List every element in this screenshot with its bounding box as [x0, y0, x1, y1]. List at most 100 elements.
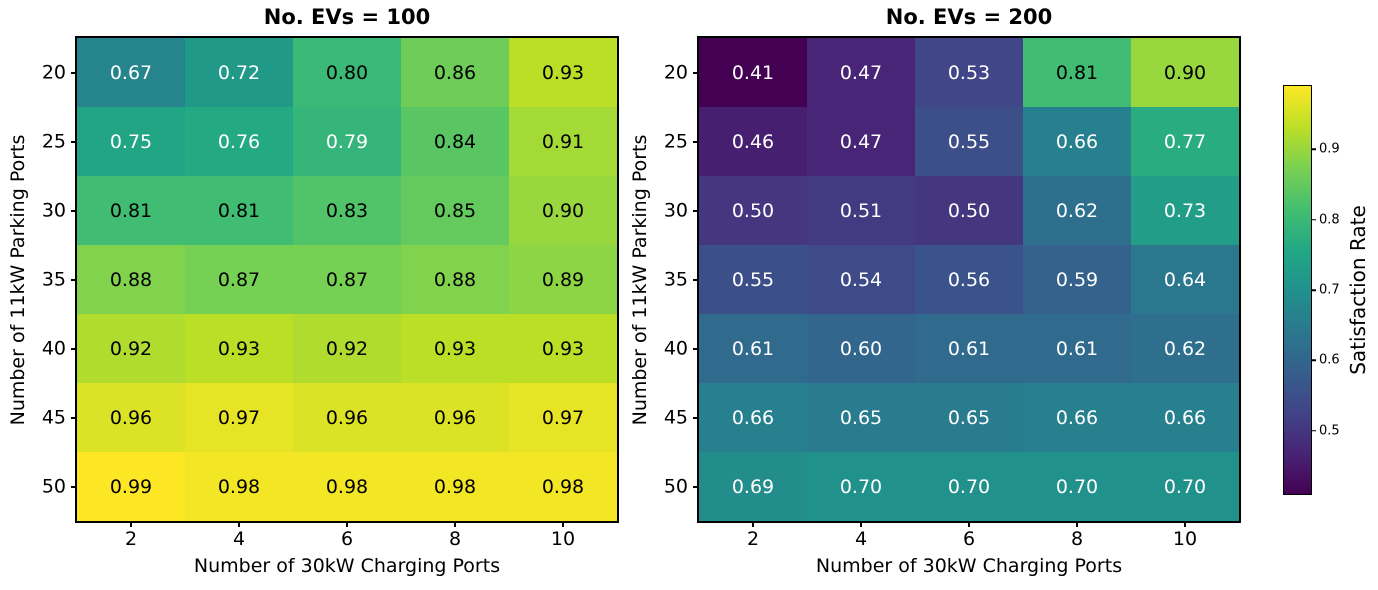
heatmap-cell: 0.87 — [185, 245, 293, 314]
y-tick-mark — [693, 278, 699, 281]
heatmap-cell: 0.60 — [807, 314, 915, 383]
heatmap-cell: 0.51 — [807, 176, 915, 245]
x-tick-mark — [454, 521, 456, 527]
colorbar-gradient — [1284, 86, 1311, 494]
heatmap-cell: 0.46 — [699, 107, 807, 176]
heatmap-cell: 0.93 — [401, 314, 509, 383]
heatmap-cell: 0.65 — [915, 383, 1023, 452]
heatmap-cell: 0.92 — [293, 314, 401, 383]
heatmap-cell: 0.88 — [77, 245, 185, 314]
heatmap-cell: 0.41 — [699, 38, 807, 107]
heatmap-cell: 0.66 — [1023, 383, 1131, 452]
y-tick-mark — [71, 485, 77, 488]
heatmap-cell: 0.80 — [293, 38, 401, 107]
colorbar-tick-label: 0.6 — [1319, 352, 1340, 368]
y-tick-mark — [71, 347, 77, 350]
colorbar-tick-label: 0.9 — [1319, 141, 1340, 157]
x-tick-label: 4 — [232, 528, 246, 550]
heatmap-cell: 0.90 — [1131, 38, 1239, 107]
x-tick-label: 10 — [1172, 528, 1198, 550]
heatmap-cell: 0.59 — [1023, 245, 1131, 314]
heatmap-cell: 0.91 — [509, 107, 617, 176]
heatmap-cell: 0.96 — [293, 383, 401, 452]
y-axis-label: Number of 11kW Parking Ports — [629, 134, 651, 425]
heatmap-cell: 0.98 — [401, 452, 509, 521]
colorbar-tick-label: 0.5 — [1319, 423, 1340, 439]
y-tick-mark — [71, 416, 77, 419]
y-tick-label: 25 — [663, 130, 688, 152]
heatmap-cell: 0.47 — [807, 38, 915, 107]
x-tick-mark — [346, 521, 348, 527]
heatmap-cell: 0.93 — [185, 314, 293, 383]
y-tick-label: 45 — [41, 406, 66, 428]
colorbar: Satisfaction Rate 0.5 0.6 0.7 0.8 0.9 — [1283, 85, 1370, 495]
y-tick-label: 30 — [663, 199, 688, 221]
x-tick-mark — [1076, 521, 1078, 527]
heatmap-cell: 0.53 — [915, 38, 1023, 107]
heatmap-cell: 0.70 — [915, 452, 1023, 521]
heatmap-cell: 0.87 — [293, 245, 401, 314]
x-tick-label: 8 — [448, 528, 462, 550]
heatmap-cell: 0.62 — [1023, 176, 1131, 245]
heatmap-cell: 0.83 — [293, 176, 401, 245]
heatmap-cell: 0.88 — [401, 245, 509, 314]
heatmap-cell: 0.99 — [77, 452, 185, 521]
heatmap-cell: 0.97 — [509, 383, 617, 452]
heatmap-cell: 0.70 — [1131, 452, 1239, 521]
heatmap-cell: 0.61 — [699, 314, 807, 383]
y-tick-mark — [71, 209, 77, 212]
y-tick-mark — [693, 485, 699, 488]
x-tick-mark — [752, 521, 754, 527]
heatmap-cell: 0.81 — [1023, 38, 1131, 107]
heatmap-cell: 0.55 — [699, 245, 807, 314]
heatmap-cell: 0.61 — [915, 314, 1023, 383]
heatmap-cell: 0.89 — [509, 245, 617, 314]
heatmap-cell: 0.69 — [699, 452, 807, 521]
heatmap-cell: 0.85 — [401, 176, 509, 245]
y-tick-label: 35 — [663, 268, 688, 290]
panel-title: No. EVs = 200 — [885, 5, 1053, 29]
x-tick-mark — [562, 521, 564, 527]
colorbar-tick-mark — [1311, 359, 1316, 362]
heatmap-grid: 0.67 0.72 0.80 0.86 0.93 0.75 0.76 0.79 0.84 0.91… — [77, 38, 617, 521]
x-tick-mark — [238, 521, 240, 527]
x-tick-mark — [1184, 521, 1186, 527]
y-tick-mark — [693, 347, 699, 350]
colorbar-tick-mark — [1311, 218, 1316, 221]
heatmap-cell: 0.66 — [1023, 107, 1131, 176]
heatmap-panel-evs-200: No. EVs = 200 Number of 11kW Parking Por… — [629, 5, 1241, 577]
heatmap-cell: 0.47 — [807, 107, 915, 176]
x-tick-mark — [130, 521, 132, 527]
heatmap-cell: 0.73 — [1131, 176, 1239, 245]
y-tick-mark — [693, 71, 699, 74]
heatmap-cell: 0.61 — [1023, 314, 1131, 383]
heatmap-panel-evs-100: No. EVs = 100 Number of 11kW Parking Por… — [7, 5, 619, 577]
heatmap-cell: 0.92 — [77, 314, 185, 383]
heatmap-cell: 0.66 — [1131, 383, 1239, 452]
colorbar-tick-mark — [1311, 289, 1316, 291]
y-tick-label: 30 — [41, 199, 66, 221]
y-tick-label: 45 — [663, 406, 688, 428]
colorbar-tick-mark — [1311, 148, 1316, 151]
x-tick-label: 6 — [962, 528, 976, 550]
x-tick-label: 2 — [124, 528, 138, 550]
y-tick-label: 20 — [663, 61, 688, 83]
heatmap-cell: 0.54 — [807, 245, 915, 314]
heatmap-cell: 0.93 — [509, 314, 617, 383]
heatmap-cell: 0.77 — [1131, 107, 1239, 176]
x-tick-label: 10 — [550, 528, 576, 550]
x-axis-label: Number of 30kW Charging Ports — [193, 555, 501, 577]
heatmap-cell: 0.96 — [401, 383, 509, 452]
y-tick-label: 40 — [41, 337, 66, 359]
y-tick-mark — [71, 71, 77, 74]
heatmap-cell: 0.81 — [185, 176, 293, 245]
heatmap-cell: 0.76 — [185, 107, 293, 176]
y-tick-label: 20 — [41, 61, 66, 83]
heatmap-cell: 0.66 — [699, 383, 807, 452]
heatmap-cell: 0.98 — [509, 452, 617, 521]
x-tick-mark — [860, 521, 862, 527]
heatmap-cell: 0.62 — [1131, 314, 1239, 383]
y-tick-label: 25 — [41, 130, 66, 152]
x-axis-label: Number of 30kW Charging Ports — [815, 555, 1123, 577]
y-axis-label: Number of 11kW Parking Ports — [7, 134, 29, 425]
